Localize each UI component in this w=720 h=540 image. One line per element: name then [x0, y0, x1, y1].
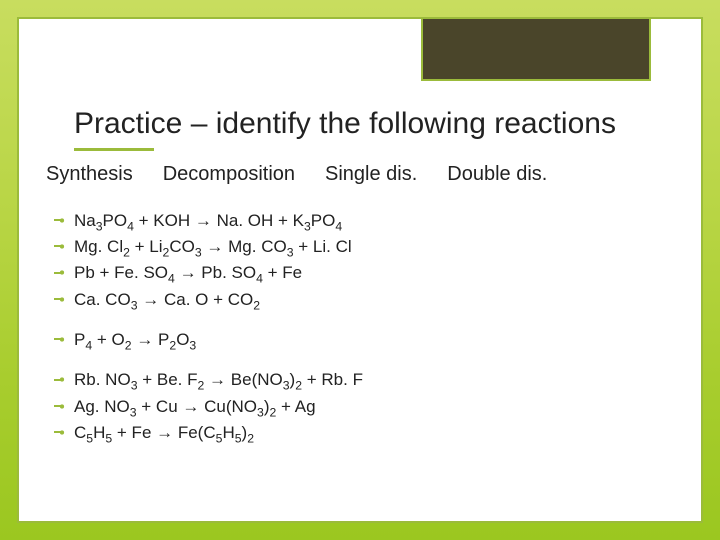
- slide-title: Practice – identify the following reacti…: [74, 107, 681, 142]
- reaction-item: Ca. CO3 → Ca. O + CO2: [54, 287, 681, 313]
- reaction-item: Rb. NO3 + Be. F2 → Be(NO3)2 + Rb. F: [54, 367, 681, 393]
- slide-card: Practice – identify the following reacti…: [17, 17, 703, 523]
- reaction-group-3: Rb. NO3 + Be. F2 → Be(NO3)2 + Rb. FAg. N…: [54, 367, 681, 446]
- category-decomposition: Decomposition: [163, 163, 295, 186]
- slide-number-box: [421, 19, 651, 81]
- reaction-item: Ag. NO3 + Cu → Cu(NO3)2 + Ag: [54, 394, 681, 420]
- title-underline: [74, 148, 154, 151]
- reaction-list: Na3PO4 + KOH → Na. OH + K3PO4Mg. Cl2 + L…: [54, 208, 681, 447]
- category-double-dis: Double dis.: [447, 163, 547, 186]
- reaction-item: Pb + Fe. SO4 → Pb. SO4 + Fe: [54, 260, 681, 286]
- reaction-group-1: Na3PO4 + KOH → Na. OH + K3PO4Mg. Cl2 + L…: [54, 208, 681, 313]
- reaction-item: Mg. Cl2 + Li2CO3 → Mg. CO3 + Li. Cl: [54, 234, 681, 260]
- reaction-item: C5H5 + Fe → Fe(C5H5)2: [54, 420, 681, 446]
- slide-content: Practice – identify the following reacti…: [74, 107, 681, 460]
- reaction-item: P4 + O2 → P2O3: [54, 327, 681, 353]
- reaction-item: Na3PO4 + KOH → Na. OH + K3PO4: [54, 208, 681, 234]
- category-single-dis: Single dis.: [325, 163, 417, 186]
- reaction-group-2: P4 + O2 → P2O3: [54, 327, 681, 353]
- category-synthesis: Synthesis: [46, 163, 133, 186]
- reaction-categories: Synthesis Decomposition Single dis. Doub…: [46, 163, 681, 186]
